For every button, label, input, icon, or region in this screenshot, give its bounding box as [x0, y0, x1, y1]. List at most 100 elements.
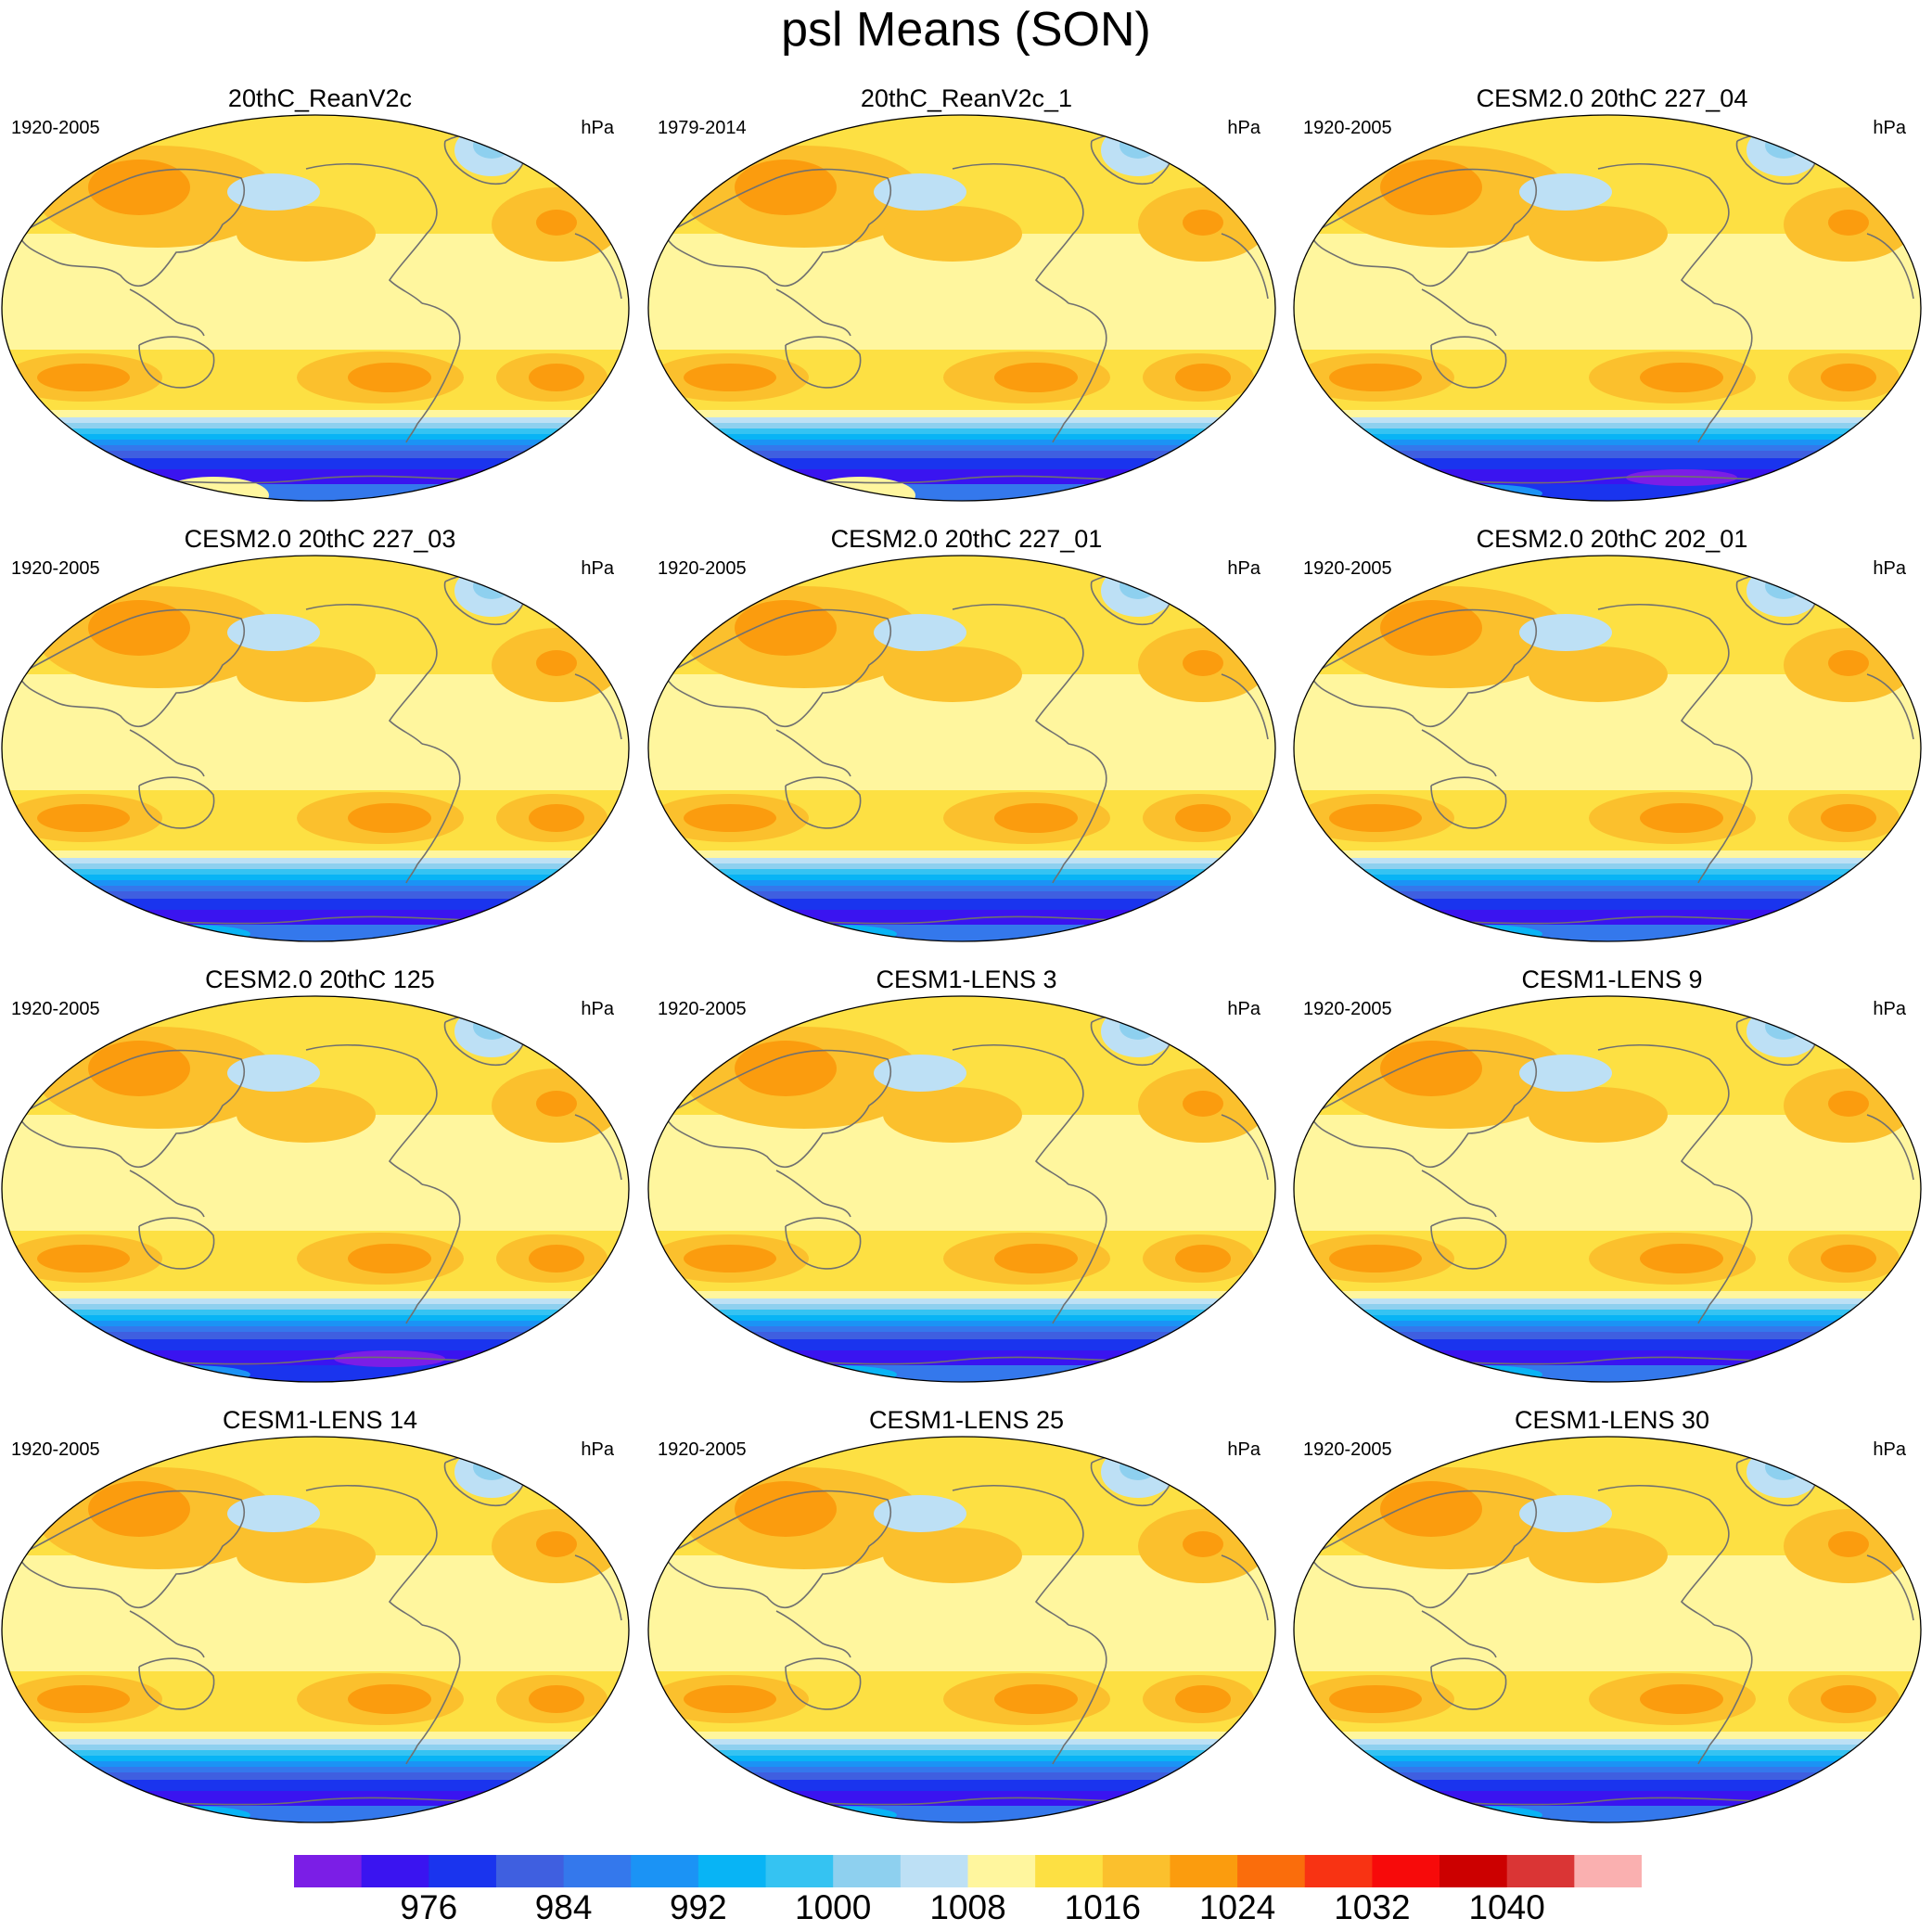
south-pacific-high-core	[994, 803, 1078, 833]
circumpolar-trough-band	[2, 1756, 629, 1761]
panel-title: 20thC_ReanV2c_1	[860, 84, 1073, 112]
circumpolar-trough-band	[2, 1772, 629, 1780]
panel-title: CESM1-LENS 14	[222, 1406, 418, 1434]
south-pacific-high-core	[348, 1684, 431, 1714]
map-border	[647, 114, 1276, 502]
circumpolar-trough-band	[648, 1321, 1275, 1326]
circumpolar-trough-band	[648, 1745, 1275, 1750]
circumpolar-trough-band	[1294, 1772, 1921, 1780]
siberian-high-core	[735, 600, 837, 656]
aleutian-low	[874, 1495, 966, 1532]
colorbar-swatch	[1170, 1855, 1238, 1887]
south-atlantic-high-core	[1821, 1685, 1876, 1713]
colorbar-swatch	[765, 1855, 834, 1887]
circumpolar-trough-band	[648, 1298, 1275, 1304]
panel-title: CESM1-LENS 9	[1521, 966, 1703, 993]
circumpolar-trough-band	[1294, 1304, 1921, 1310]
maritime-continent-coastline	[775, 1170, 851, 1218]
circumpolar-trough-band	[2, 428, 629, 434]
circumpolar-trough-band	[2, 1750, 629, 1756]
circumpolar-trough-band	[2, 1304, 629, 1310]
asia-coastline	[18, 1049, 246, 1169]
aleutian-low	[227, 173, 320, 211]
circumpolar-trough-band	[2, 899, 629, 910]
map-border	[1, 1436, 630, 1823]
south-america-coastline	[1052, 1624, 1107, 1765]
panel-unit: hPa	[1873, 118, 1906, 138]
australia-coastline	[1430, 1217, 1507, 1270]
colorbar-swatch	[495, 1855, 565, 1887]
north-pacific-high	[1529, 646, 1668, 702]
panel-years: 1920-2005	[658, 1439, 747, 1460]
colorbar-swatch	[1574, 1855, 1642, 1887]
circumpolar-trough-band	[2, 434, 629, 440]
aleutian-low	[874, 614, 966, 651]
south-america-coastline	[1052, 743, 1107, 884]
indian-ocean-high-core	[684, 1245, 776, 1272]
map-border	[1293, 114, 1922, 502]
south-america-coastline	[1052, 302, 1107, 443]
circumpolar-trough-band	[648, 1291, 1275, 1298]
map-svg	[647, 555, 1276, 942]
circumpolar-trough-band	[648, 428, 1275, 434]
map-panel: CESM2.0 20thC 202_01 1920-2005 hPa	[1292, 524, 1932, 960]
north-pacific-high	[237, 1528, 376, 1583]
north-pacific-high	[1529, 206, 1668, 262]
north-america-coastline	[952, 1044, 1084, 1185]
circumpolar-trough-band	[2, 451, 629, 458]
circumpolar-trough-band	[648, 1756, 1275, 1761]
panel-years: 1920-2005	[1303, 999, 1392, 1019]
north-pacific-high	[883, 206, 1022, 262]
north-pacific-high	[237, 1087, 376, 1143]
colorbar-label: 1032	[1334, 1888, 1411, 1926]
antarctic-field	[2, 1365, 629, 1382]
siberian-high-core	[88, 1481, 190, 1537]
australia-coastline	[785, 336, 862, 389]
circumpolar-trough-band	[2, 1767, 629, 1772]
map-svg	[1, 995, 630, 1383]
panel-years: 1920-2005	[1303, 1439, 1392, 1460]
siberian-high-core	[735, 1041, 837, 1096]
circumpolar-trough-band	[648, 410, 1275, 417]
south-america-coastline	[405, 1183, 461, 1324]
maritime-continent-coastline	[775, 1610, 851, 1658]
circumpolar-trough-band	[1294, 428, 1921, 434]
indian-ocean-high-core	[37, 1245, 130, 1272]
colorbar-label: 1016	[1064, 1888, 1141, 1926]
australia-coastline	[785, 1217, 862, 1270]
azores-high-core	[536, 650, 577, 676]
colorbar-swatch	[967, 1855, 1036, 1887]
south-pacific-high-core	[348, 1244, 431, 1273]
circumpolar-trough-band	[2, 1332, 629, 1339]
circumpolar-trough-band	[648, 891, 1275, 899]
circumpolar-trough-band	[1294, 434, 1921, 440]
north-pacific-high	[237, 646, 376, 702]
circumpolar-trough-band	[648, 858, 1275, 863]
circumpolar-trough-band	[2, 863, 629, 869]
circumpolar-trough-band	[1294, 1756, 1921, 1761]
colorbar-swatch	[1035, 1855, 1104, 1887]
maritime-continent-coastline	[775, 288, 851, 337]
africa-coastline	[1221, 1554, 1269, 1621]
azores-high-core	[1828, 210, 1869, 236]
aleutian-low	[874, 1055, 966, 1092]
asia-coastline	[664, 1490, 892, 1609]
circumpolar-trough-band	[2, 1732, 629, 1739]
circumpolar-trough-band	[1294, 1745, 1921, 1750]
circumpolar-trough-band	[1294, 858, 1921, 863]
antarctic-field	[648, 484, 1275, 501]
aleutian-low	[227, 1495, 320, 1532]
circumpolar-trough-band	[2, 1298, 629, 1304]
south-america-coastline	[405, 302, 461, 443]
indian-ocean-high-core	[37, 1685, 130, 1713]
circumpolar-trough-band	[1294, 1326, 1921, 1332]
panel-title: CESM2.0 20thC 227_01	[830, 525, 1103, 553]
north-america-coastline	[952, 604, 1084, 745]
map-border	[647, 555, 1276, 942]
colorbar-label: 976	[400, 1888, 458, 1926]
panel-years: 1979-2014	[658, 118, 747, 138]
antarctic-field	[2, 925, 629, 941]
antarctic-field	[1294, 925, 1921, 941]
circumpolar-trough-band	[2, 858, 629, 863]
antarctic-deep-low	[1626, 469, 1737, 486]
